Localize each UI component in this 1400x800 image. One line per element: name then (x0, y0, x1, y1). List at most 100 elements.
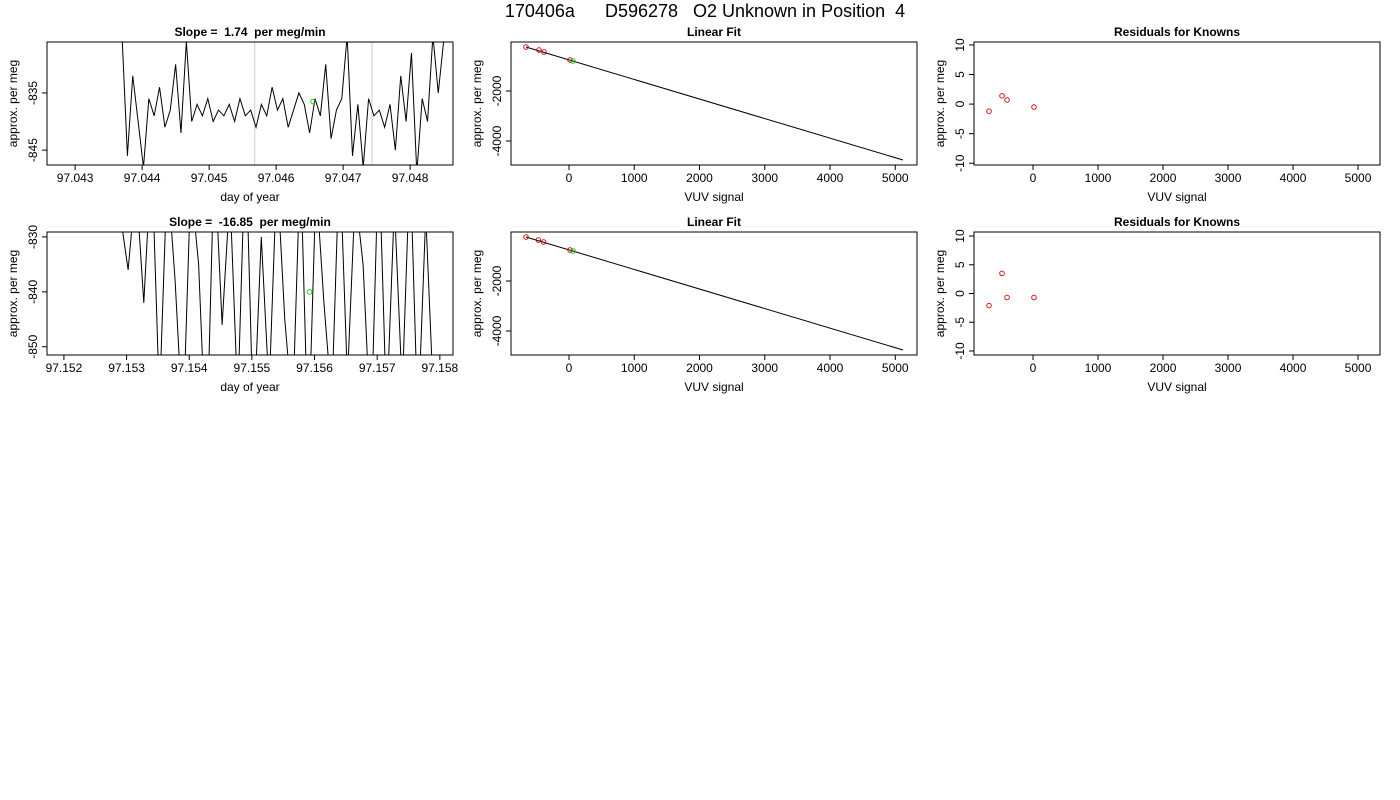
residual-point (1004, 294, 1010, 301)
y-tick-label: -4000 (490, 315, 504, 346)
y-tick-label: -5 (953, 128, 967, 139)
x-tick-label: 1000 (1085, 361, 1112, 375)
plot-frame (46, 41, 454, 166)
plot-frame (510, 231, 918, 356)
y-tick-label: 10 (953, 38, 967, 52)
y-tick-label: 5 (953, 261, 967, 268)
residual-point (1031, 104, 1037, 110)
known-point (535, 237, 542, 243)
x-axis-label: VUV signal (684, 190, 743, 204)
known-point (523, 44, 529, 50)
y-axis-label: approx. per meg (470, 250, 484, 337)
known-point (523, 234, 529, 240)
unknown-point (570, 248, 576, 254)
panel-title: Linear Fit (687, 215, 741, 229)
known-point (540, 239, 547, 245)
x-tick-label: 1000 (1085, 171, 1112, 185)
panel: Residuals for Knowns VUV signal approx. pe… (933, 215, 1381, 394)
x-tick-label: 4000 (817, 171, 844, 185)
x-axis-label: day of year (220, 190, 279, 204)
panel: Linear Fit VUV signal approx. per meg 0 1000… (470, 215, 918, 394)
panel: Linear Fit VUV signal approx. per meg 0 1000… (470, 25, 918, 204)
plot-frame (973, 41, 1381, 166)
residual-point (999, 270, 1005, 277)
y-axis-label: approx. per meg (470, 60, 484, 147)
residual-point (1004, 97, 1010, 103)
known-point (541, 49, 547, 55)
residual-point (1031, 294, 1037, 301)
fit-line (525, 46, 904, 161)
x-tick-label: 4000 (1280, 171, 1307, 185)
panel-title: Slope = -16.85 per meg/min (169, 215, 331, 229)
x-tick-label: 97.155 (234, 361, 271, 375)
x-tick-label: 97.156 (296, 361, 333, 375)
known-point (536, 47, 542, 53)
x-tick-label: 97.045 (191, 171, 228, 185)
unknown-point (570, 58, 576, 64)
current-point (306, 289, 313, 295)
panel-title: Residuals for Knowns (1114, 25, 1240, 39)
residual-point (986, 108, 992, 114)
current-point (310, 98, 316, 105)
x-tick-label: 97.152 (46, 361, 83, 375)
y-tick-label: 5 (953, 71, 967, 78)
x-tick-label: 4000 (817, 361, 844, 375)
plot-area (121, 42, 445, 165)
plot-area (986, 270, 1037, 309)
plot-area (122, 232, 433, 355)
plot-frame (510, 41, 918, 166)
y-tick-label: -5 (953, 317, 967, 328)
x-tick-label: 1000 (621, 171, 648, 185)
x-tick-label: 2000 (686, 361, 713, 375)
y-tick-label: -830 (26, 225, 40, 249)
x-tick-label: 3000 (1215, 361, 1242, 375)
x-axis-label: VUV signal (1147, 190, 1206, 204)
x-tick-label: 0 (1030, 361, 1037, 375)
x-tick-label: 0 (1030, 171, 1037, 185)
fit-line (525, 236, 904, 351)
x-axis-label: VUV signal (684, 380, 743, 394)
x-tick-label: 97.048 (392, 171, 429, 185)
y-axis-label: approx. per meg (933, 60, 947, 147)
plot-frame (46, 231, 454, 356)
y-tick-label: -2000 (490, 265, 504, 296)
x-tick-label: 97.043 (57, 171, 94, 185)
x-tick-label: 97.158 (421, 361, 458, 375)
panel-title: Slope = 1.74 per meg/min (174, 25, 325, 39)
known-point (567, 57, 573, 63)
panel: Residuals for Knowns VUV signal approx. pe… (933, 25, 1381, 204)
residual-point (999, 93, 1005, 99)
panel-title: Residuals for Knowns (1114, 215, 1240, 229)
y-tick-label: 10 (953, 229, 967, 243)
x-tick-label: 3000 (1215, 171, 1242, 185)
x-tick-label: 3000 (751, 171, 778, 185)
x-tick-label: 5000 (882, 361, 909, 375)
y-tick-label: -840 (26, 280, 40, 304)
y-tick-label: 0 (953, 290, 967, 297)
figure-title: 170406a D596278 O2 Unknown in Position 4 (505, 1, 905, 21)
y-tick-label: -4000 (490, 125, 504, 156)
panel: Slope = 1.74 per meg/min day of year appro… (6, 25, 454, 204)
x-axis-label: day of year (220, 380, 279, 394)
known-point (567, 247, 573, 253)
data-line (122, 232, 433, 355)
plot-area (523, 234, 904, 351)
x-tick-label: 3000 (751, 361, 778, 375)
x-tick-label: 97.046 (258, 171, 295, 185)
panel-title: Linear Fit (687, 25, 741, 39)
plot-area (523, 44, 904, 161)
x-tick-label: 97.047 (325, 171, 362, 185)
x-tick-label: 97.154 (171, 361, 208, 375)
x-axis-label: VUV signal (1147, 380, 1206, 394)
x-tick-label: 97.044 (124, 171, 161, 185)
plot-area (986, 93, 1037, 114)
x-tick-label: 5000 (882, 171, 909, 185)
y-tick-label: -835 (26, 81, 40, 105)
y-axis-label: approx. per meg (6, 250, 20, 337)
x-tick-label: 5000 (1345, 361, 1372, 375)
x-tick-label: 2000 (686, 171, 713, 185)
panel: Slope = -16.85 per meg/min day of year app… (6, 215, 458, 394)
x-tick-label: 2000 (1150, 171, 1177, 185)
